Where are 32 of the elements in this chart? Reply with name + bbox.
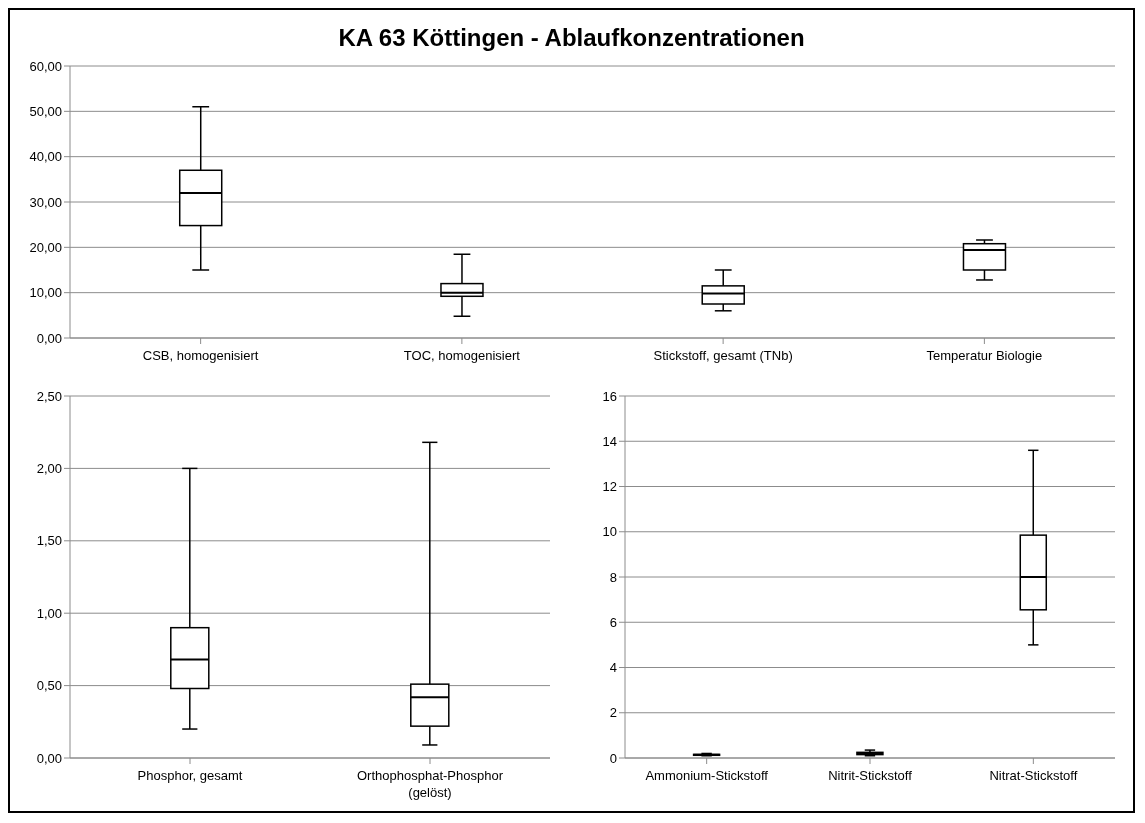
y-tick-label: 12: [602, 479, 617, 495]
y-tick-label: 60,00: [29, 58, 62, 74]
y-tick-label: 8: [609, 569, 617, 585]
y-tick-label: 6: [609, 614, 617, 630]
y-tick-label: 2: [609, 705, 617, 721]
x-tick-label: CSB, homogenisiert: [142, 348, 259, 363]
y-tick-label: 16: [602, 388, 617, 404]
x-tick-label: Nitrit-Stickstoff: [828, 768, 913, 783]
x-tick-label: Nitrat-Stickstoff: [989, 768, 1078, 783]
x-tick-label: Orthophosphat-Phosphor (gelöst): [357, 768, 504, 800]
x-tick-label: TOC, homogenisiert: [403, 348, 521, 363]
y-tick-label: 1,50: [36, 533, 62, 549]
y-tick-label: 30,00: [29, 194, 62, 210]
x-tick-label: Ammonium-Stickstoff: [645, 768, 769, 783]
y-tick-label: 0: [609, 750, 617, 766]
y-tick-label: 20,00: [29, 239, 62, 255]
y-tick-label: 0,00: [36, 750, 62, 766]
x-tick-label: Phosphor, gesamt: [137, 768, 243, 783]
y-tick-label: 50,00: [29, 103, 62, 119]
y-tick-label: 2,50: [36, 388, 62, 404]
y-tick-label: 1,00: [36, 605, 62, 621]
y-tick-label: 10,00: [29, 285, 62, 301]
y-tick-label: 0,00: [36, 330, 62, 346]
y-tick-label: 4: [609, 660, 617, 676]
y-tick-label: 10: [602, 524, 617, 540]
x-tick-label: Stickstoff, gesamt (TNb): [653, 348, 793, 363]
chart-title: KA 63 Köttingen - Ablaufkonzentrationen: [337, 24, 806, 53]
y-tick-label: 40,00: [29, 149, 62, 165]
y-tick-label: 14: [602, 433, 617, 449]
y-tick-label: 2,00: [36, 461, 62, 477]
x-tick-label: Temperatur Biologie: [926, 348, 1043, 363]
y-tick-label: 0,50: [36, 678, 62, 694]
